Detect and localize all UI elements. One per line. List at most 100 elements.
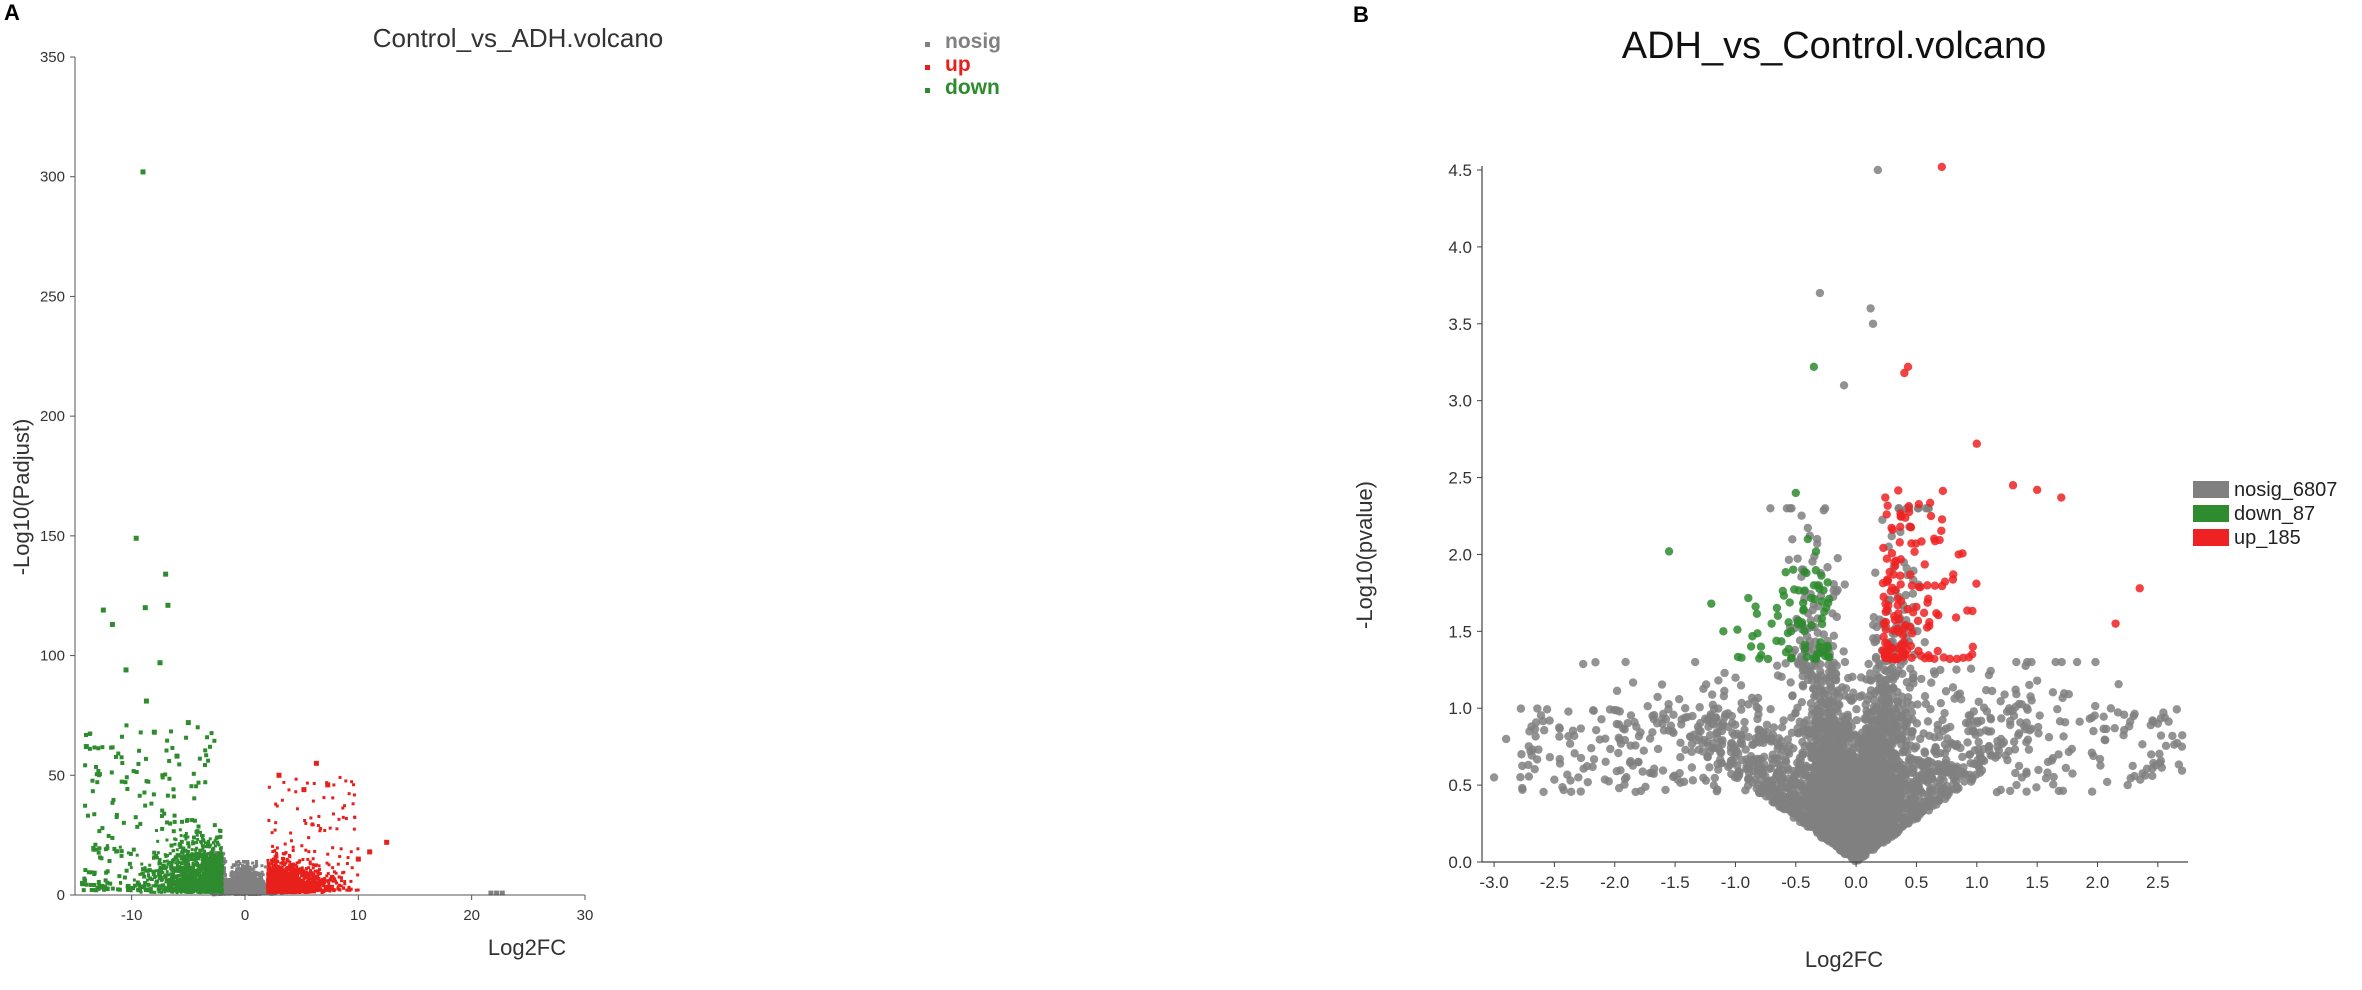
chart-a-xtick-label: 20 — [463, 907, 480, 924]
chart-a-point-up — [299, 881, 303, 885]
chart-a-point-up — [290, 888, 294, 892]
chart-a-point-up — [276, 884, 280, 888]
chart-a-point-down — [158, 889, 162, 893]
chart-a-point-up — [289, 868, 293, 872]
chart-a-point-down — [100, 607, 106, 613]
chart-a-legend-label: down — [945, 76, 1000, 99]
chart-a-point-down — [189, 784, 194, 789]
chart-a-point-down — [109, 745, 114, 750]
chart-a-point-up — [270, 881, 274, 885]
chart-a-point-down — [188, 867, 192, 871]
chart-a-point-down — [175, 853, 180, 858]
chart-a-point-up — [297, 885, 301, 889]
chart-a-point-nosig — [222, 867, 226, 871]
chart-a-point-down — [179, 885, 183, 889]
chart-a-point-down — [195, 860, 199, 864]
chart-a-point-nosig — [250, 887, 254, 891]
chart-a-point-up — [312, 874, 316, 878]
chart-a-point-down — [170, 745, 175, 750]
chart-b-point-nosig — [1902, 564, 1911, 573]
chart-a-point-down — [80, 882, 85, 887]
chart-a-point-down — [143, 881, 148, 886]
chart-a-point-up — [290, 873, 294, 877]
chart-a-point-nosig — [226, 882, 230, 886]
chart-a-point-up — [294, 790, 298, 794]
chart-a-point-down — [206, 874, 210, 878]
chart-a-point-down — [203, 849, 207, 853]
chart-a-point-down — [199, 834, 203, 838]
chart-a-point-down — [83, 803, 88, 808]
chart-a-point-up — [304, 821, 308, 825]
chart-a-point-up — [311, 857, 315, 861]
chart-a-point-nosig — [262, 886, 266, 890]
chart-a-point-up — [294, 863, 298, 867]
chart-a-point-down — [142, 605, 148, 611]
chart-a-point-up — [296, 871, 300, 875]
chart-a-point-down — [198, 840, 202, 844]
chart-a-point-down — [99, 885, 104, 890]
chart-a-point-down — [96, 769, 101, 774]
chart-a-point-nosig — [257, 885, 261, 889]
chart-a-point-down — [179, 834, 183, 838]
chart-a-point-nosig — [243, 859, 247, 863]
chart-a-point-down — [157, 868, 161, 872]
chart-a-point-down — [186, 856, 190, 860]
chart-a-point-up — [305, 870, 309, 874]
chart-a-point-up — [281, 860, 285, 864]
chart-a-point-down — [194, 873, 198, 877]
chart-a-ytick-label: 250 — [40, 288, 65, 305]
chart-a-point-up — [355, 856, 361, 862]
chart-a-point-up — [321, 882, 325, 886]
chart-a-point-up — [288, 875, 292, 879]
chart-a-point-up — [306, 876, 310, 880]
chart-a-point-down — [171, 889, 175, 893]
chart-a-point-up — [270, 831, 274, 835]
chart-a-point-up — [287, 868, 291, 872]
chart-a-point-up — [306, 857, 310, 861]
chart-a-point-down — [184, 864, 189, 869]
chart-a-point-up — [309, 869, 313, 873]
chart-a-point-down — [218, 828, 223, 833]
chart-a-point-down — [133, 535, 139, 541]
chart-a-point-down — [172, 819, 177, 824]
chart-a-point-down — [127, 861, 132, 866]
chart-a-point-up — [274, 888, 278, 892]
chart-a-point-nosig — [221, 851, 225, 855]
chart-a-point-up — [352, 793, 356, 797]
chart-a-point-nosig — [261, 873, 265, 877]
chart-a-point-down — [195, 846, 199, 850]
chart-a-point-down — [199, 879, 203, 883]
chart-a-point-up — [337, 817, 341, 821]
chart-a-point-down — [184, 818, 189, 823]
chart-a-point-down — [213, 844, 217, 848]
chart-a-point-up — [282, 890, 286, 894]
chart-a-point-down — [213, 873, 217, 877]
chart-a-point-down — [178, 854, 182, 858]
chart-a-point-up — [313, 760, 319, 766]
chart-a-point-up — [286, 865, 290, 869]
chart-a-point-down — [179, 873, 183, 877]
chart-a-point-nosig — [222, 860, 226, 864]
chart-a-point-up — [287, 788, 291, 792]
chart-a-point-up — [300, 866, 304, 870]
chart-a-point-nosig — [261, 879, 265, 883]
chart-a-point-down — [141, 885, 146, 890]
chart-a-point-up — [331, 866, 335, 870]
chart-a-point-up — [305, 781, 309, 785]
chart-a-point-up — [274, 880, 278, 884]
chart-a-point-nosig — [233, 874, 237, 878]
chart-a-point-up — [280, 869, 284, 873]
chart-a-point-down — [219, 866, 224, 871]
chart-a-point-down — [183, 881, 188, 886]
chart-a-point-down — [199, 854, 203, 858]
chart-a-point-down — [211, 863, 215, 867]
chart-a-point-down — [201, 855, 205, 859]
chart-a-point-down — [184, 837, 188, 841]
chart-a-point-up — [307, 890, 311, 894]
chart-a-point-up — [267, 863, 271, 867]
chart-a-point-up — [331, 887, 335, 891]
chart-a-point-up — [273, 849, 277, 853]
chart-a-point-down — [175, 856, 179, 860]
chart-a-point-down — [171, 829, 176, 834]
chart-a-point-down — [182, 846, 186, 850]
